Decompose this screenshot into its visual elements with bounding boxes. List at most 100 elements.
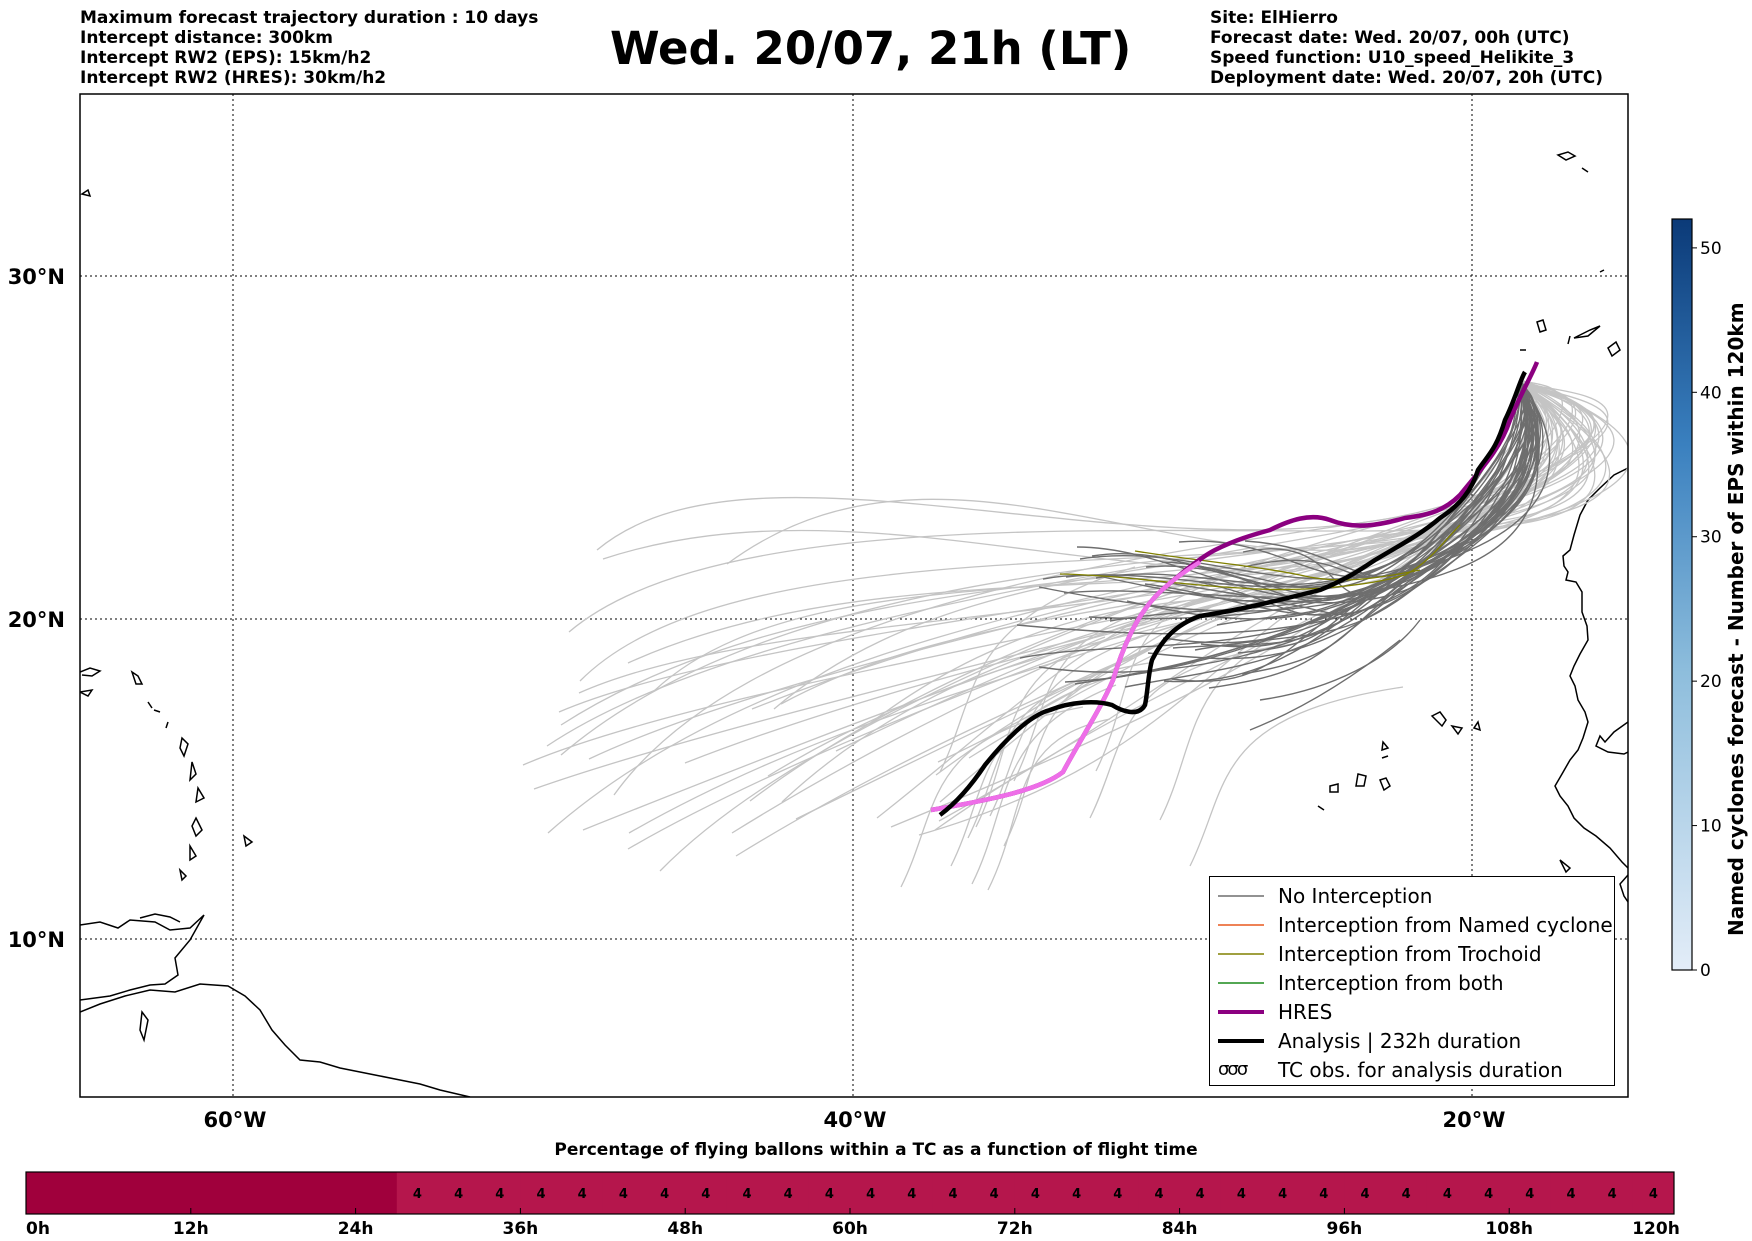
intercept-hres-text: Intercept RW2 (HRES): 30km/h2 <box>80 68 387 88</box>
percentage-tick-label: 96h <box>1327 1219 1363 1239</box>
percentage-value-label: 4 <box>1031 1187 1040 1202</box>
legend-line-no-interception <box>1218 894 1264 897</box>
eps-trajectory-line <box>1124 379 1531 688</box>
legend: No Interception Interception from Named … <box>1209 876 1615 1086</box>
legend-label-analysis: Analysis | 232h duration <box>1278 1028 1522 1053</box>
percentage-tick-label: 48h <box>667 1219 703 1239</box>
deployment-date-text: Deployment date: Wed. 20/07, 20h (UTC) <box>1210 68 1604 88</box>
percentage-value-label: 4 <box>413 1187 422 1202</box>
colorbar-tick-label: 10 <box>1700 817 1722 837</box>
eps-trajectory-line <box>987 718 1111 891</box>
eps-trajectory-line <box>1095 593 1219 772</box>
legend-item: No Interception <box>1210 881 1614 910</box>
legend-item: Interception from both <box>1210 968 1614 997</box>
hres-trajectory-early <box>930 560 1202 813</box>
percentage-value-label: 4 <box>1360 1187 1369 1202</box>
percentage-segment <box>1426 1172 1469 1214</box>
percentage-value-label: 4 <box>1237 1187 1246 1202</box>
lat-label-30n: 30°N <box>8 265 65 289</box>
header-right-info: Site: ElHierro Forecast date: Wed. 20/07… <box>1210 8 1603 88</box>
percentage-value-label: 4 <box>1484 1187 1493 1202</box>
percentage-segment <box>520 1172 563 1214</box>
legend-line-trochoid <box>1218 952 1264 955</box>
eps-trajectory-line <box>937 379 1607 763</box>
percentage-segment <box>1179 1172 1222 1214</box>
eps-trajectory-line <box>1163 379 1526 683</box>
eps-no-interception-trajectories <box>1016 379 1551 731</box>
percentage-segment <box>1385 1172 1428 1214</box>
percentage-segment <box>932 1172 975 1214</box>
percentage-segment <box>685 1172 727 1214</box>
percentage-segment <box>1303 1172 1345 1214</box>
percentage-segment <box>273 1172 315 1214</box>
eps-trajectory-line <box>989 618 1202 817</box>
max-duration-text: Maximum forecast trajectory duration : 1… <box>80 8 539 28</box>
percentage-value-label: 4 <box>1443 1187 1452 1202</box>
percentage-value-label: 4 <box>578 1187 587 1202</box>
percentage-segment <box>355 1172 398 1214</box>
eps-trajectory-line <box>659 379 1553 872</box>
legend-line-hres <box>1218 1009 1264 1014</box>
percentage-value-label: 4 <box>866 1187 875 1202</box>
legend-line-named-cyclone <box>1218 923 1264 926</box>
percentage-value-label: 4 <box>454 1187 463 1202</box>
percentage-bar-ticks: 0h 12h 24h 36h 48h 60h 72h 84h 96h 108h 120h <box>25 1208 1680 1239</box>
percentage-segment <box>1014 1172 1057 1214</box>
trochoid-interception-trajectories <box>1059 524 1461 591</box>
percentage-tick-label: 36h <box>503 1219 539 1239</box>
eps-trajectory-line <box>876 379 1611 819</box>
analysis-trajectory <box>938 370 1527 817</box>
legend-label-tc-obs: TC obs. for analysis duration <box>1278 1057 1563 1082</box>
percentage-segment <box>396 1172 439 1214</box>
map-title: Wed. 20/07, 21h (LT) <box>610 22 1132 75</box>
header-left-info: Maximum forecast trajectory duration : 1… <box>80 8 538 88</box>
eps-trajectory-line <box>1249 639 1401 731</box>
percentage-tick-label: 12h <box>173 1219 209 1239</box>
percentage-segment <box>561 1172 604 1214</box>
percentage-segment <box>232 1172 274 1214</box>
colorbar-ticks: 0 10 20 30 40 50 <box>1692 239 1722 981</box>
percentage-segment <box>479 1172 521 1214</box>
percentage-tick-label: 84h <box>1162 1219 1198 1239</box>
eps-trajectory-line <box>627 379 1538 664</box>
legend-label-both: Interception from both <box>1278 970 1504 995</box>
percentage-value-label: 4 <box>1113 1187 1122 1202</box>
percentage-segment <box>26 1172 68 1214</box>
percentage-value-label: 4 <box>1278 1187 1287 1202</box>
eps-trajectory-line <box>628 379 1577 834</box>
percentage-segment <box>1344 1172 1387 1214</box>
legend-item: σσσ TC obs. for analysis duration <box>1210 1055 1614 1084</box>
percentage-segment <box>67 1172 109 1214</box>
site-text: Site: ElHierro <box>1210 8 1338 28</box>
legend-label-trochoid: Interception from Trochoid <box>1278 941 1542 966</box>
speed-function-text: Speed function: U10_speed_Helikite_3 <box>1210 48 1575 68</box>
eps-trajectory-line <box>558 379 1565 713</box>
percentage-bar-title: Percentage of flying ballons within a TC… <box>554 1140 1198 1160</box>
intercept-eps-text: Intercept RW2 (EPS): 15km/h2 <box>80 48 372 68</box>
percentage-value-label: 4 <box>701 1187 710 1202</box>
percentage-segment <box>314 1172 357 1214</box>
eps-trajectory-line <box>918 379 1581 836</box>
percentage-segment <box>891 1172 933 1214</box>
eps-trajectory-line <box>568 379 1596 633</box>
legend-line-both <box>1218 981 1264 984</box>
legend-label-hres: HRES <box>1278 999 1333 1024</box>
percentage-segment <box>1220 1172 1263 1214</box>
eps-trajectory-line <box>1109 379 1534 622</box>
percentage-segment <box>190 1172 233 1214</box>
percentage-value-label: 4 <box>1072 1187 1081 1202</box>
percentage-segment <box>1591 1172 1634 1214</box>
percentage-value-label: 4 <box>1649 1187 1658 1202</box>
percentage-value-label: 4 <box>1608 1187 1617 1202</box>
percentage-value-label: 4 <box>784 1187 793 1202</box>
percentage-segment <box>149 1172 192 1214</box>
eps-trajectory-line <box>1076 379 1539 600</box>
percentage-value-label: 4 <box>536 1187 545 1202</box>
percentage-segment <box>1097 1172 1139 1214</box>
eps-trajectory-line <box>967 662 1150 839</box>
percentage-tick-label: 120h <box>1632 1219 1680 1239</box>
eps-trajectory-line <box>560 379 1533 756</box>
percentage-segment <box>1468 1172 1510 1214</box>
percentage-value-label: 4 <box>495 1187 504 1202</box>
